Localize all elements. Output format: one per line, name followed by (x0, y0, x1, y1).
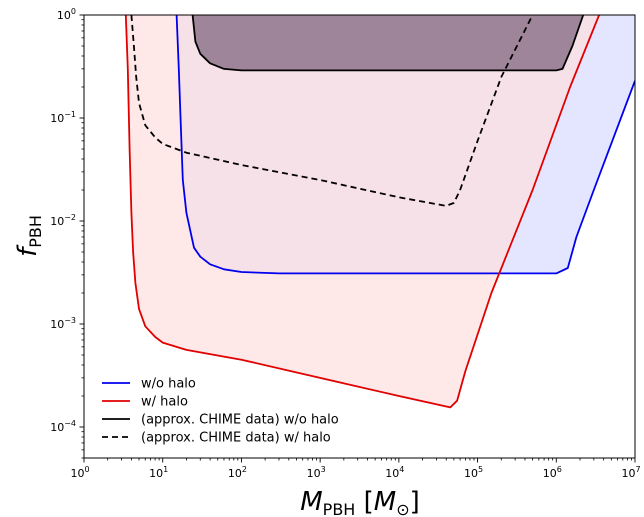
x-tick-label: 101 (149, 465, 168, 480)
y-axis-label-sub: PBH (26, 215, 45, 248)
x-tick-label: 105 (464, 465, 483, 480)
x-axis-label-unit: M (374, 487, 396, 517)
x-tick-label: 107 (621, 465, 640, 480)
x-tick-label: 104 (385, 465, 404, 480)
series-line-2 (191, 15, 585, 72)
x-tick-label: 103 (307, 465, 326, 480)
x-axis-label-base: M (300, 487, 322, 517)
legend-label-0: w/o halo (141, 377, 196, 392)
series-fill-2 (192, 15, 584, 71)
y-axis-label: fPBH (13, 215, 45, 257)
x-tick-label: 106 (543, 465, 562, 480)
x-axis-label-unit-sub: ⊙ (396, 500, 409, 517)
y-tick-label: 10−3 (50, 316, 76, 331)
x-tick-label: 100 (70, 465, 89, 480)
x-axis-label: MPBH [M⊙] (300, 487, 420, 517)
plot-frame (83, 14, 636, 459)
x-tick-label: 102 (228, 465, 247, 480)
y-tick-label: 10−4 (50, 419, 76, 434)
series-line-0 (175, 15, 635, 275)
x-axis-label-sub: PBH (323, 500, 356, 517)
x-axis-ticks: 100 101 102 103 104 105 106 107 (70, 458, 641, 480)
y-axis-ticks: 10−4 10−3 10−2 10−1 100 (50, 7, 84, 459)
y-tick-label: 10−2 (50, 213, 76, 228)
legend-label-3: (approx. CHIME data) w/ halo (141, 431, 331, 446)
y-tick-label: 100 (57, 7, 76, 22)
series-fill-1 (125, 15, 600, 408)
constraint-fills (125, 15, 635, 408)
series-line-1 (124, 15, 600, 409)
legend: w/o halo w/ halo (approx. CHIME data) w/o … (102, 377, 339, 446)
legend-label-2: (approx. CHIME data) w/o halo (141, 413, 339, 428)
constraint-lines (124, 15, 635, 409)
legend-label-1: w/ halo (141, 395, 188, 410)
y-tick-label: 10−1 (50, 110, 76, 125)
